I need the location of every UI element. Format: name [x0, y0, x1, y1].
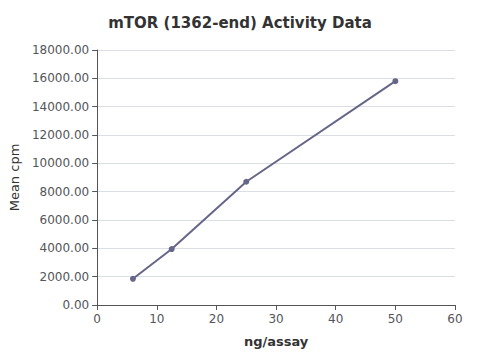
- svg-text:10000.00: 10000.00: [32, 156, 89, 170]
- svg-text:60: 60: [447, 312, 462, 326]
- svg-text:4000.00: 4000.00: [40, 241, 90, 255]
- svg-text:0.00: 0.00: [62, 298, 89, 312]
- svg-text:16000.00: 16000.00: [32, 71, 89, 85]
- svg-text:12000.00: 12000.00: [32, 128, 89, 142]
- svg-text:2000.00: 2000.00: [40, 270, 90, 284]
- svg-text:50: 50: [388, 312, 403, 326]
- svg-text:ng/assay: ng/assay: [244, 334, 309, 349]
- svg-text:30: 30: [268, 312, 283, 326]
- svg-text:mTOR (1362-end) Activity Data: mTOR (1362-end) Activity Data: [108, 14, 372, 32]
- svg-text:8000.00: 8000.00: [40, 185, 90, 199]
- svg-text:20: 20: [209, 312, 224, 326]
- svg-text:40: 40: [328, 312, 343, 326]
- svg-text:10: 10: [149, 312, 164, 326]
- svg-text:14000.00: 14000.00: [32, 100, 89, 114]
- svg-text:0: 0: [93, 312, 101, 326]
- svg-text:18000.00: 18000.00: [32, 43, 89, 57]
- svg-text:Mean cpm: Mean cpm: [7, 144, 22, 212]
- svg-text:6000.00: 6000.00: [40, 213, 90, 227]
